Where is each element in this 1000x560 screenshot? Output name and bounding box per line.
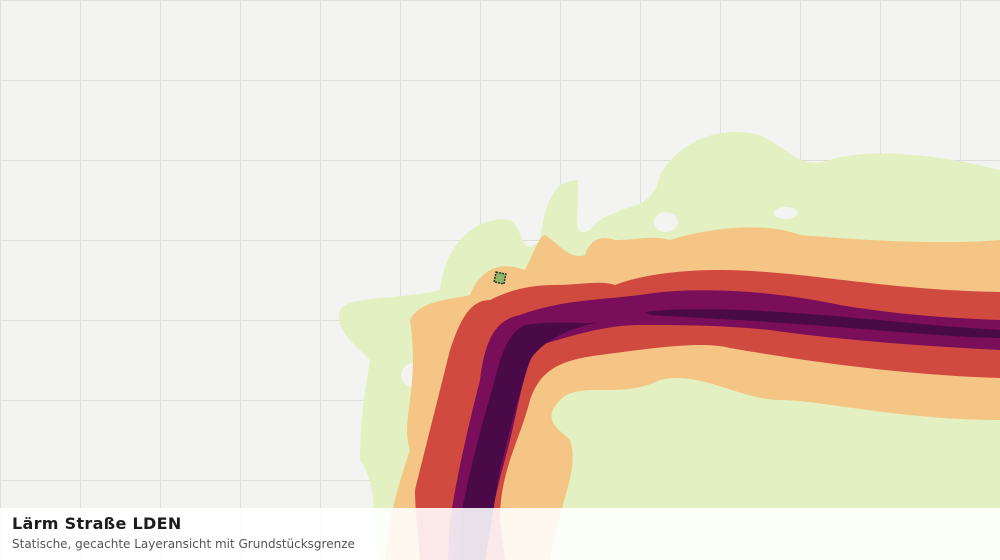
noise-band-high — [415, 270, 1000, 560]
noise-gap — [774, 207, 798, 219]
parcel-boundary[interactable] — [493, 271, 507, 285]
noise-gap — [654, 212, 678, 232]
layer-subtitle: Statische, gecachte Layeransicht mit Gru… — [12, 537, 355, 551]
noise-band-extreme — [460, 322, 600, 560]
info-panel: Lärm Straße LDEN Statische, gecachte Lay… — [0, 508, 1000, 560]
noise-band-extreme — [645, 309, 1000, 338]
noise-band-very-high — [448, 290, 1000, 560]
layer-title: Lärm Straße LDEN — [12, 514, 182, 533]
